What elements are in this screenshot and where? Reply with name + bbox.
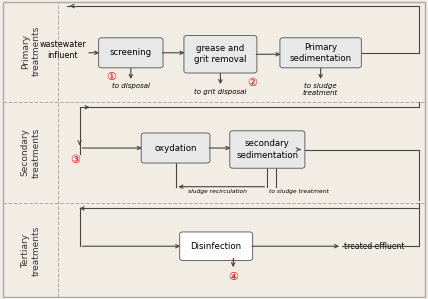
Text: oxydation: oxydation <box>155 144 197 152</box>
Text: Disinfection: Disinfection <box>190 242 242 251</box>
Text: ③: ③ <box>70 155 80 165</box>
Text: grease and
grit removal: grease and grit removal <box>194 44 247 64</box>
Text: to disposal: to disposal <box>112 83 150 89</box>
Text: Primary
treatments: Primary treatments <box>21 26 40 77</box>
FancyBboxPatch shape <box>98 38 163 68</box>
FancyBboxPatch shape <box>141 133 210 163</box>
Text: ②: ② <box>247 77 257 88</box>
Text: secondary
sedimentation: secondary sedimentation <box>236 139 298 160</box>
Text: sludge recirculation: sludge recirculation <box>188 189 247 194</box>
FancyBboxPatch shape <box>230 131 305 168</box>
Text: ①: ① <box>107 72 116 82</box>
Text: to sludge treatment: to sludge treatment <box>269 189 329 194</box>
Text: to grit disposal: to grit disposal <box>194 89 247 94</box>
Text: wastewater
influent: wastewater influent <box>39 40 86 60</box>
Text: to sludge
treatment: to sludge treatment <box>303 83 338 96</box>
Text: Secondary
treatments: Secondary treatments <box>21 127 40 178</box>
Text: treated effluent: treated effluent <box>344 242 404 251</box>
FancyBboxPatch shape <box>180 232 253 260</box>
Text: Tertiary
treatments: Tertiary treatments <box>21 225 40 276</box>
Text: Primary
sedimentation: Primary sedimentation <box>290 43 352 63</box>
FancyBboxPatch shape <box>280 38 361 68</box>
Text: screening: screening <box>110 48 152 57</box>
Text: ④: ④ <box>228 272 238 283</box>
FancyBboxPatch shape <box>184 36 257 73</box>
